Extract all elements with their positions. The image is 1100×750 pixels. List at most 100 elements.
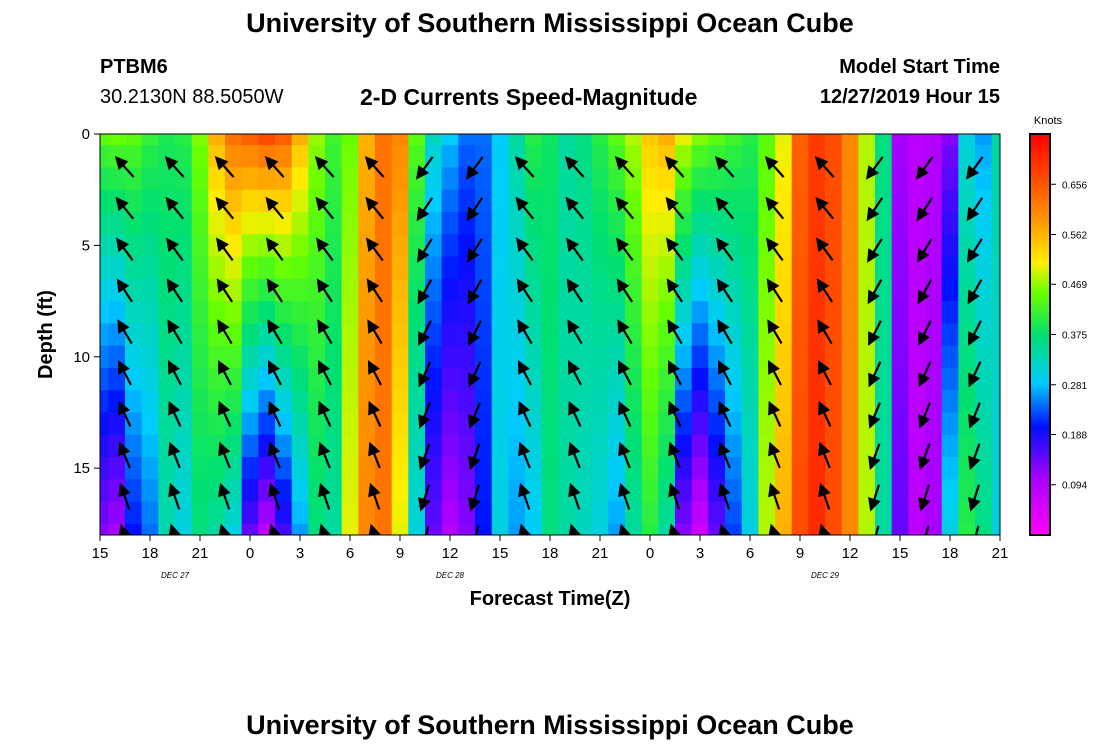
heatmap-cell xyxy=(841,134,859,146)
current-arrow xyxy=(918,443,931,471)
heatmap-cell xyxy=(325,434,343,458)
current-arrow xyxy=(617,319,633,345)
heatmap-cell xyxy=(341,345,359,369)
x-tick-label: 15 xyxy=(892,545,909,562)
heatmap-cell xyxy=(358,167,376,191)
heatmap-cell xyxy=(225,256,243,280)
heatmap-cell xyxy=(341,523,359,535)
heatmap-cell xyxy=(441,345,459,369)
heatmap-cell xyxy=(575,479,593,503)
x-tick-label: 21 xyxy=(192,545,209,562)
current-arrow xyxy=(264,156,285,178)
current-arrow xyxy=(564,156,585,178)
heatmap-cell xyxy=(875,390,893,414)
heatmap-cell xyxy=(100,212,109,235)
heatmap-cell xyxy=(558,212,576,235)
heatmap-cell xyxy=(591,390,609,414)
heatmap-cell xyxy=(108,457,126,480)
heatmap-cell xyxy=(675,134,693,146)
current-arrow xyxy=(617,360,632,386)
heatmap-cell xyxy=(625,479,643,503)
heatmap-cell xyxy=(758,457,776,480)
heatmap-cell xyxy=(641,212,659,235)
heatmap-cell xyxy=(141,412,159,436)
heatmap-cell xyxy=(741,212,759,235)
current-arrow xyxy=(168,400,182,427)
heatmap-cell xyxy=(508,278,526,302)
heatmap-cell xyxy=(308,212,326,235)
heatmap-cell xyxy=(641,323,659,347)
heatmap-cell xyxy=(458,434,476,458)
heatmap-cell xyxy=(458,390,476,414)
heatmap-cell xyxy=(575,134,593,146)
heatmap-cell xyxy=(658,134,676,146)
heatmap-cell xyxy=(541,367,559,391)
heatmap-cell xyxy=(908,145,926,168)
heatmap-cell xyxy=(658,457,676,480)
heatmap-cell xyxy=(875,434,893,458)
x-axis-label: Forecast Time(Z) xyxy=(470,588,631,610)
heatmap-cell xyxy=(691,145,709,168)
x-tick-label: 21 xyxy=(992,545,1009,562)
heatmap-cell xyxy=(791,234,809,258)
current-arrow xyxy=(116,278,134,303)
heatmap-cell xyxy=(291,167,309,191)
heatmap-cell xyxy=(658,189,676,213)
heatmap-cell xyxy=(625,523,643,535)
heatmap-cell xyxy=(308,134,326,146)
heatmap-cell xyxy=(441,457,459,480)
current-arrow xyxy=(666,278,684,303)
heatmap-cell xyxy=(425,434,443,458)
heatmap-cell xyxy=(975,278,993,302)
heatmap-cell xyxy=(658,278,676,302)
heatmap-cell xyxy=(941,167,959,191)
heatmap-cell xyxy=(441,434,459,458)
current-arrow xyxy=(618,482,631,510)
current-arrow xyxy=(318,400,332,427)
heatmap-cell xyxy=(591,412,609,436)
heatmap-cell xyxy=(175,234,193,258)
heatmap-cell xyxy=(441,412,459,436)
heatmap-cell xyxy=(991,212,1000,235)
current-arrow xyxy=(218,400,232,427)
heatmap-cell xyxy=(841,301,859,324)
heatmap-cell xyxy=(475,256,493,280)
heatmap-cell xyxy=(191,434,209,458)
heatmap-cell xyxy=(658,412,676,436)
current-arrow xyxy=(468,402,481,429)
heatmap-cell xyxy=(558,189,576,213)
heatmap-cell xyxy=(608,301,626,324)
heatmap-cell xyxy=(858,212,876,235)
heatmap-cell xyxy=(625,134,643,146)
heatmap-cell xyxy=(691,390,709,414)
current-arrow xyxy=(565,196,585,220)
current-arrow xyxy=(266,237,284,262)
heatmap-cell xyxy=(825,434,843,458)
heatmap-cell xyxy=(975,501,993,525)
colorbar-ticks: 0.656 0.562 0.469 0.375 0.281 0.188 0.094 Knots xyxy=(1034,115,1088,492)
heatmap-cell xyxy=(558,457,576,480)
heatmap-cell xyxy=(241,256,259,280)
current-arrow xyxy=(416,197,434,222)
heatmap-cell xyxy=(925,501,943,525)
heatmap-cell xyxy=(741,390,759,414)
heatmap-cell xyxy=(541,134,559,146)
heatmap-cell xyxy=(441,523,459,535)
current-arrow xyxy=(718,482,731,510)
heatmap-cell xyxy=(408,434,426,458)
heatmap-cell xyxy=(941,145,959,168)
heatmap-cell xyxy=(425,189,443,213)
heatmap-cell xyxy=(325,234,343,258)
heatmap-cell xyxy=(241,390,259,414)
heatmap-cell xyxy=(508,256,526,280)
heatmap-cell xyxy=(741,501,759,525)
heatmap-cell xyxy=(491,501,509,525)
heatmap-cell xyxy=(491,479,509,503)
heatmap-cell xyxy=(308,345,326,369)
heatmap-cell xyxy=(191,501,209,525)
heatmap-cell xyxy=(125,256,143,280)
top-title: University of Southern Mississippi Ocean… xyxy=(246,8,854,38)
heatmap-cell xyxy=(491,278,509,302)
heatmap-cell xyxy=(958,189,976,213)
current-arrow xyxy=(714,156,735,178)
